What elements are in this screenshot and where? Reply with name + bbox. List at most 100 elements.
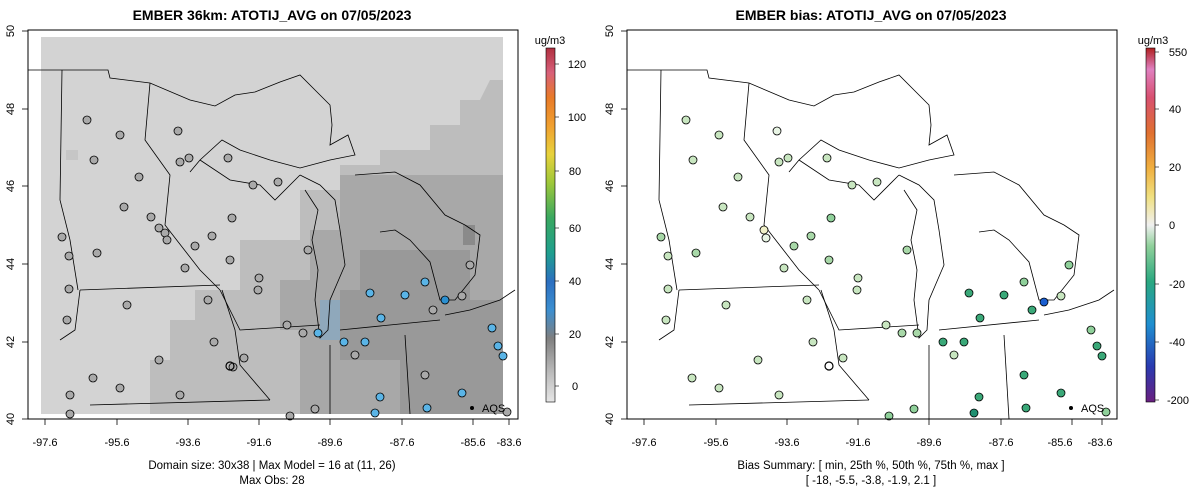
y-tick-label: 46 xyxy=(5,180,17,192)
coastline-lake-huron xyxy=(953,171,1080,301)
bias-marker xyxy=(808,337,818,347)
obs-marker xyxy=(339,337,349,347)
obs-marker xyxy=(254,273,264,283)
bias-marker xyxy=(714,130,724,140)
colorbar-label: 40 xyxy=(569,276,581,288)
obs-marker xyxy=(115,383,125,393)
state-border-il-wi xyxy=(818,289,920,331)
bias-marker xyxy=(912,328,922,338)
right-boundaries xyxy=(627,69,1115,419)
bias-marker xyxy=(902,245,912,255)
bias-marker xyxy=(721,300,731,310)
obs-marker xyxy=(162,235,172,245)
y-tick-label: 44 xyxy=(604,258,616,270)
bias-marker xyxy=(718,202,728,212)
bias-marker xyxy=(802,295,812,305)
left-caption-line2: Max Obs: 28 xyxy=(239,475,304,487)
bias-marker xyxy=(774,157,784,167)
bias-marker xyxy=(1056,388,1066,398)
bias-marker xyxy=(847,180,857,190)
bias-marker xyxy=(884,411,894,421)
bias-marker xyxy=(959,337,969,347)
obs-marker xyxy=(209,337,219,347)
state-border-mn-west xyxy=(59,69,79,291)
left-caption-line1: Domain size: 30x38 | Max Model = 16 at (… xyxy=(148,460,395,472)
obs-marker xyxy=(203,295,213,305)
river-mississippi xyxy=(221,289,271,401)
bias-marker xyxy=(824,255,834,265)
y-tick-label: 42 xyxy=(604,336,616,348)
bias-marker xyxy=(909,404,919,414)
left-boundaries xyxy=(28,69,516,415)
bias-marker xyxy=(1021,403,1031,413)
bias-marker xyxy=(1019,277,1029,287)
bias-marker xyxy=(1019,370,1029,380)
x-tick-label: -83.6 xyxy=(496,437,521,449)
obs-marker xyxy=(175,390,185,400)
obs-marker xyxy=(253,285,263,295)
obs-marker xyxy=(370,408,380,418)
right-map-panel: EMBER bias: ATOTIJ_AVG on 07/05/2023 xyxy=(604,7,1189,487)
coastline-lake-michigan xyxy=(299,174,346,339)
left-x-tick-labels: -97.6 -95.6 -93.6 -91.6 -89.6 -87.6 -85.… xyxy=(32,437,521,449)
bias-marker xyxy=(661,315,671,325)
x-tick-label: -95.6 xyxy=(703,437,728,449)
bias-marker xyxy=(761,233,771,243)
obs-marker xyxy=(134,172,144,182)
obs-marker xyxy=(184,153,194,163)
obs-marker xyxy=(376,313,386,323)
aqs-legend-label: AQS xyxy=(1081,403,1104,415)
right-colorbar-ticks xyxy=(1155,51,1159,401)
state-border-mi-in-oh xyxy=(938,319,1040,331)
bias-marker xyxy=(779,263,789,273)
coastline-lake-erie xyxy=(1043,289,1115,316)
obs-marker xyxy=(440,295,450,305)
state-border-ia-west xyxy=(59,289,81,341)
obs-marker xyxy=(375,392,385,402)
obs-marker xyxy=(64,251,74,261)
bias-marker xyxy=(753,355,763,365)
bias-marker xyxy=(964,288,974,298)
colorbar-label: 80 xyxy=(569,166,581,178)
bias-marker xyxy=(759,225,769,235)
x-tick-label: -83.6 xyxy=(1087,437,1112,449)
obs-marker xyxy=(227,213,237,223)
y-tick-label: 40 xyxy=(604,413,616,425)
bias-marker xyxy=(974,392,984,402)
y-tick-label: 44 xyxy=(5,258,17,270)
obs-marker xyxy=(282,320,292,330)
left-colorbar-ticks xyxy=(555,63,559,387)
x-tick-label: -89.6 xyxy=(317,437,342,449)
bias-marker xyxy=(745,212,755,222)
bias-marker xyxy=(897,328,907,338)
bias-marker xyxy=(691,248,701,258)
obs-marker xyxy=(400,290,410,300)
x-tick-label: -87.6 xyxy=(389,437,414,449)
obs-marker xyxy=(422,403,432,413)
x-tick-label: -87.6 xyxy=(988,437,1013,449)
bias-marker xyxy=(1086,325,1096,335)
y-tick-label: 48 xyxy=(604,103,616,115)
coastline-lake-erie xyxy=(444,289,516,316)
left-plot-frame xyxy=(27,29,519,420)
obs-marker xyxy=(65,390,75,400)
coastline-lake-michigan xyxy=(898,174,945,339)
obs-marker xyxy=(223,153,233,163)
colorbar-label: 100 xyxy=(568,112,586,124)
aqs-legend-dot xyxy=(470,406,474,410)
state-border-ia-south xyxy=(688,399,870,406)
model-grid-cell xyxy=(66,150,78,160)
obs-marker xyxy=(92,248,102,258)
left-obs-markers xyxy=(57,115,512,421)
colorbar-label: 0 xyxy=(1169,220,1175,232)
obs-marker xyxy=(122,300,132,310)
x-tick-label: -93.6 xyxy=(774,437,799,449)
colorbar-label: 60 xyxy=(569,223,581,235)
colorbar-label: -200 xyxy=(1167,395,1189,407)
x-tick-label: -85.6 xyxy=(460,437,485,449)
state-border-ia-west xyxy=(658,289,680,341)
left-x-axis xyxy=(44,419,510,425)
left-legend-unit: ug/m3 xyxy=(535,35,566,47)
coastline-lake-superior xyxy=(28,69,356,173)
state-border-mn-west xyxy=(658,69,678,291)
